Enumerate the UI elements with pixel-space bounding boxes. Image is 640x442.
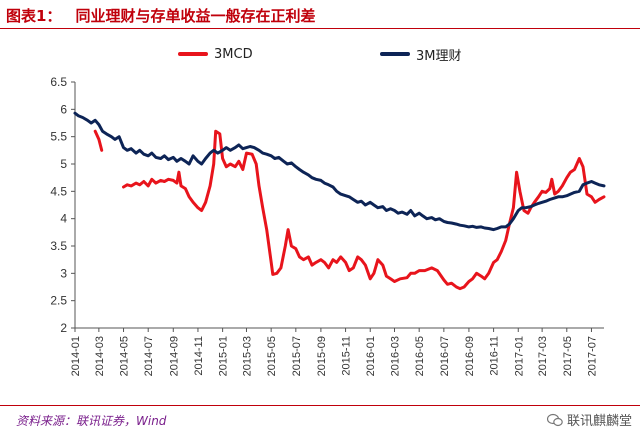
- legend-label-3mcd: 3MCD: [214, 46, 253, 62]
- x-tick-label: 2015-01: [218, 336, 230, 376]
- x-tick-label: 2016-09: [464, 336, 476, 376]
- chart-axes: 2 2.5 3 3.5 4 4.5 5 5.5 6 6.5 2014-01 2014-03 2014-0…: [50, 75, 604, 376]
- x-tick-label: 2015-09: [316, 336, 328, 376]
- legend-item-3mcd: 3MCD: [178, 44, 253, 64]
- x-tick-label: 2016-05: [414, 336, 426, 376]
- y-tick-label: 6.5: [50, 75, 67, 89]
- y-tick-label: 4.5: [50, 184, 67, 198]
- y-tick-label: 5.5: [50, 130, 67, 144]
- legend-item-3m-wealth: 3M理财: [380, 44, 462, 64]
- x-tick-label: 2015-07: [291, 336, 303, 376]
- x-tick-label: 2016-03: [390, 336, 402, 376]
- series-line-3mcd-segment-1: [122, 129, 606, 291]
- series-line-3m-wealth-segment-0: [73, 111, 606, 232]
- x-tick-label: 2016-11: [489, 336, 501, 376]
- x-tick-label: 2015-11: [341, 336, 353, 376]
- y-tick-label: 2.5: [50, 294, 67, 308]
- figure-title: 图表1： 同业理财与存单收益一般存在正利差: [6, 5, 315, 26]
- x-tick-label: 2015-03: [241, 336, 253, 376]
- y-tick-label: 3: [60, 266, 67, 280]
- x-tick-label: 2016-01: [365, 336, 377, 376]
- x-tick-label: 2014-03: [94, 336, 106, 376]
- x-tick-label: 2014-07: [143, 336, 155, 376]
- x-tick-label: 2014-09: [168, 336, 180, 376]
- x-tick-label: 2016-07: [439, 336, 451, 376]
- legend-label-3m-wealth: 3M理财: [416, 48, 462, 64]
- figure-title-text: 同业理财与存单收益一般存在正利差: [75, 7, 316, 25]
- title-divider: [0, 28, 640, 29]
- x-tick-label: 2014-11: [193, 336, 205, 376]
- x-tick-label: 2014-01: [70, 336, 82, 376]
- legend-swatch-3m-wealth: [380, 52, 410, 56]
- y-tick-label: 5: [60, 157, 67, 171]
- watermark: 联讯麒麟堂: [546, 410, 632, 429]
- y-tick-label: 2: [60, 321, 67, 335]
- wechat-icon: [546, 413, 563, 426]
- y-tick-label: 3.5: [50, 239, 67, 253]
- x-tick-label: 2017-07: [586, 336, 598, 376]
- legend-swatch-3mcd: [178, 52, 208, 56]
- x-tick-label: 2017-01: [513, 336, 525, 376]
- figure-label: 图表1：: [6, 7, 62, 25]
- series-line-3mcd-segment-0: [93, 129, 104, 152]
- y-tick-label: 6: [60, 102, 67, 116]
- x-tick-label: 2015-05: [266, 336, 278, 376]
- x-tick-label: 2017-03: [537, 336, 549, 376]
- line-chart: 2 2.5 3 3.5 4 4.5 5 5.5 6 6.5 2014-01 2014-03 2014-0…: [50, 75, 606, 376]
- x-tick-label: 2014-05: [119, 336, 131, 376]
- watermark-text: 联讯麒麟堂: [566, 414, 632, 429]
- x-tick-label: 2017-05: [562, 336, 574, 376]
- y-tick-label: 4: [60, 212, 67, 226]
- chart-lines: [73, 111, 606, 291]
- footer-divider: [0, 405, 640, 406]
- source-note: 资料来源：联讯证券，Wind: [16, 414, 167, 428]
